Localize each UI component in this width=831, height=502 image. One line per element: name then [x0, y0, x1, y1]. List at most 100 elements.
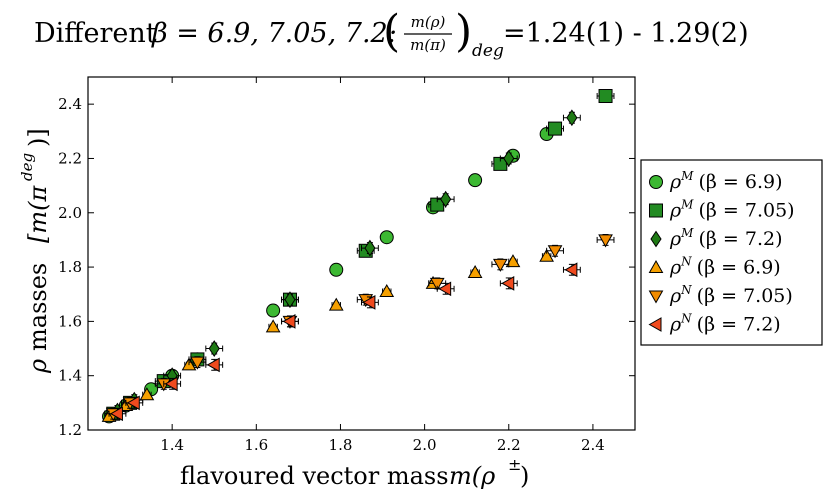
- data-point: [499, 276, 518, 291]
- point-marker: [467, 264, 483, 279]
- data-point: [491, 258, 510, 272]
- point-marker: [492, 258, 508, 272]
- point-marker: [548, 121, 563, 136]
- y-tick-label: 1.8: [58, 258, 82, 276]
- data-point: [361, 239, 379, 257]
- legend-label: ρN (β = 7.05): [669, 283, 793, 307]
- data-point: [379, 283, 395, 298]
- title-ratio-subscript: deg: [472, 41, 504, 61]
- point-marker: [282, 314, 296, 329]
- data-point: [188, 356, 207, 370]
- point-marker: [206, 357, 220, 373]
- title-paren-open: (: [383, 6, 400, 57]
- x-tick-label: 2.0: [413, 436, 437, 454]
- legend-entry-5: ρN (β = 7.2): [648, 312, 781, 336]
- y-axis-label-sup: deg: [18, 153, 36, 181]
- data-point: [596, 233, 615, 248]
- legend-entry-1: ρM (β = 7.05): [649, 198, 795, 222]
- point-marker: [266, 303, 281, 318]
- y-tick-label: 1.6: [58, 312, 82, 330]
- point-marker: [164, 376, 178, 392]
- data-point: [281, 314, 299, 329]
- point-marker: [109, 406, 123, 422]
- x-axis-label: flavoured vector mass m(ρ ± ): [180, 455, 529, 490]
- title-range: =1.24(1) - 1.29(2): [503, 18, 749, 49]
- data-point: [163, 376, 182, 392]
- point-marker: [208, 340, 220, 357]
- point-marker: [438, 281, 452, 297]
- legend-marker: [650, 230, 662, 248]
- y-axis-label: ρ masses [m(π deg )]: [18, 128, 52, 374]
- data-point: [562, 109, 581, 127]
- point-marker: [468, 173, 483, 188]
- x-tick-label: 1.4: [160, 436, 184, 454]
- data-point: [436, 281, 455, 297]
- point-marker: [139, 387, 155, 401]
- point-marker: [284, 291, 296, 309]
- data-point: [562, 262, 581, 278]
- data-point: [539, 248, 554, 262]
- legend-entry-2: ρM (β = 7.2): [650, 226, 783, 250]
- data-point: [266, 303, 281, 318]
- point-marker: [379, 230, 394, 245]
- legend: ρM (β = 6.9) ρM (β = 7.05) ρM (β = 7.2) ρN (β =…: [648, 169, 795, 336]
- legend-label: ρM (β = 7.05): [669, 198, 795, 222]
- y-axis-label-math: [m(π: [24, 185, 52, 243]
- title-ratio-denominator: m(π): [410, 36, 446, 54]
- legend-box: [640, 159, 823, 346]
- legend-marker: [649, 203, 663, 218]
- x-axis-label-text: flavoured vector mass: [180, 462, 449, 490]
- data-point: [379, 230, 394, 245]
- point-marker: [501, 276, 515, 291]
- point-marker: [505, 254, 521, 268]
- data-point: [546, 121, 564, 136]
- legend-marker: [649, 175, 663, 189]
- point-marker: [598, 89, 613, 104]
- data-point: [108, 406, 127, 422]
- point-marker: [566, 109, 578, 127]
- y-tick-label: 1.4: [58, 367, 82, 385]
- data-point: [467, 264, 483, 279]
- point-marker: [547, 245, 563, 259]
- title-paren-close: ): [455, 6, 472, 57]
- x-tick-label: 2.4: [581, 436, 605, 454]
- data-point: [546, 244, 564, 259]
- series-layer: [101, 89, 615, 424]
- x-axis-label-math: m(ρ: [449, 462, 495, 490]
- y-axis-label-close: )]: [24, 128, 52, 147]
- data-point: [205, 357, 224, 373]
- legend-entry-3: ρN (β = 6.9): [648, 255, 781, 279]
- title-beta-values: β = 6.9, 7.05, 7.2:: [151, 18, 397, 49]
- legend-marker: [648, 317, 662, 332]
- data-point: [329, 262, 344, 277]
- legend-marker: [648, 259, 664, 273]
- y-axis-label-rho: ρ: [24, 359, 52, 374]
- y-axis-label-text: masses: [24, 263, 52, 351]
- point-marker: [265, 319, 281, 333]
- data-point: [125, 395, 144, 411]
- point-marker: [598, 234, 613, 248]
- legend-entry-0: ρM (β = 6.9): [649, 169, 783, 193]
- x-tick-label: 1.6: [244, 436, 268, 454]
- x-axis-label-close: ): [520, 462, 529, 490]
- y-tick-label: 2.4: [58, 95, 82, 113]
- data-point: [265, 319, 281, 333]
- legend-marker: [648, 290, 664, 304]
- chart-title: Different β = 6.9, 7.05, 7.2: ( m(ρ) m(π…: [34, 6, 749, 61]
- point-marker: [539, 248, 554, 262]
- legend-label: ρM (β = 7.2): [669, 226, 783, 250]
- data-point: [205, 340, 224, 357]
- point-marker: [364, 239, 376, 257]
- point-marker: [190, 356, 205, 370]
- point-marker: [429, 277, 445, 291]
- point-marker: [440, 190, 452, 208]
- data-point: [139, 387, 155, 401]
- x-tick-label: 1.8: [329, 436, 353, 454]
- point-marker: [362, 295, 376, 310]
- y-tick-label: 2.2: [58, 149, 82, 167]
- y-tick-label: 1.2: [58, 421, 82, 439]
- data-point: [361, 295, 379, 310]
- point-marker: [379, 283, 395, 298]
- point-marker: [564, 262, 578, 278]
